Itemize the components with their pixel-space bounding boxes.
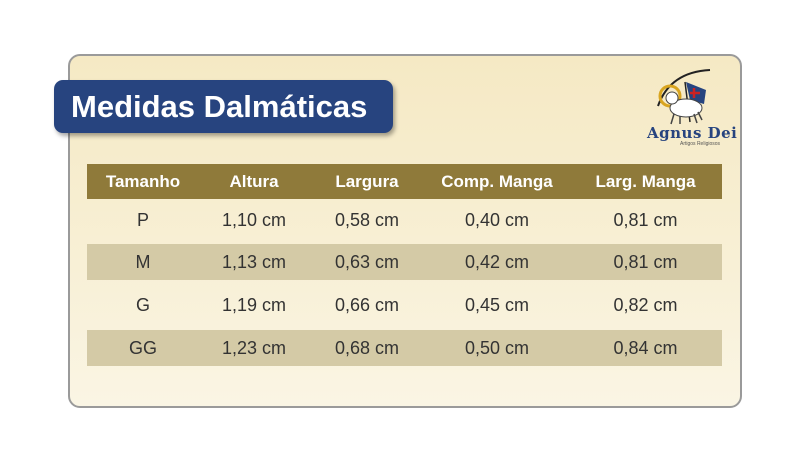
cell: 0,66 cm (334, 294, 400, 315)
cell: 0,45 cm (464, 294, 530, 315)
logo-name: Agnus Dei (647, 124, 738, 142)
cell: 0,84 cm (613, 337, 678, 358)
cell: 1,10 cm (221, 209, 287, 230)
header-height: Altura (229, 171, 279, 191)
cell: G (135, 294, 150, 315)
table-row: M 1,13 cm 0,63 cm 0,42 cm 0,81 cm (87, 244, 722, 280)
size-table: Tamanho Altura Largura Comp. Manga Larg.… (87, 164, 722, 373)
cell: GG (128, 337, 157, 358)
page-title: Medidas Dalmáticas (54, 80, 393, 133)
lamb-with-banner-icon (657, 69, 711, 125)
header-size: Tamanho (105, 171, 181, 191)
cell: 0,81 cm (613, 209, 678, 230)
header-sleeve-length: Comp. Manga (441, 171, 553, 191)
logo-subtitle: Artigos Religiosos (680, 141, 721, 147)
cell: 1,13 cm (221, 251, 287, 272)
cell: 0,58 cm (334, 209, 400, 230)
table-header: Tamanho Altura Largura Comp. Manga Larg.… (87, 164, 722, 199)
cell: 1,23 cm (221, 337, 287, 358)
cell: 0,63 cm (334, 251, 400, 272)
cell: 0,50 cm (464, 337, 530, 358)
cell: 0,68 cm (334, 337, 400, 358)
cell: 0,42 cm (464, 251, 530, 272)
cell: P (136, 209, 149, 230)
table-row: GG 1,23 cm 0,68 cm 0,50 cm 0,84 cm (87, 330, 722, 366)
cell: 1,19 cm (221, 294, 287, 315)
cell: 0,40 cm (464, 209, 530, 230)
table-row: P 1,10 cm 0,58 cm 0,40 cm 0,81 cm (87, 199, 722, 241)
cell: 0,81 cm (613, 251, 678, 272)
table-row: G 1,19 cm 0,66 cm 0,45 cm 0,82 cm (87, 287, 722, 323)
header-width: Largura (335, 171, 399, 191)
cell: M (135, 251, 151, 272)
cell: 0,82 cm (613, 294, 678, 315)
header-sleeve-width: Larg. Manga (595, 171, 696, 191)
